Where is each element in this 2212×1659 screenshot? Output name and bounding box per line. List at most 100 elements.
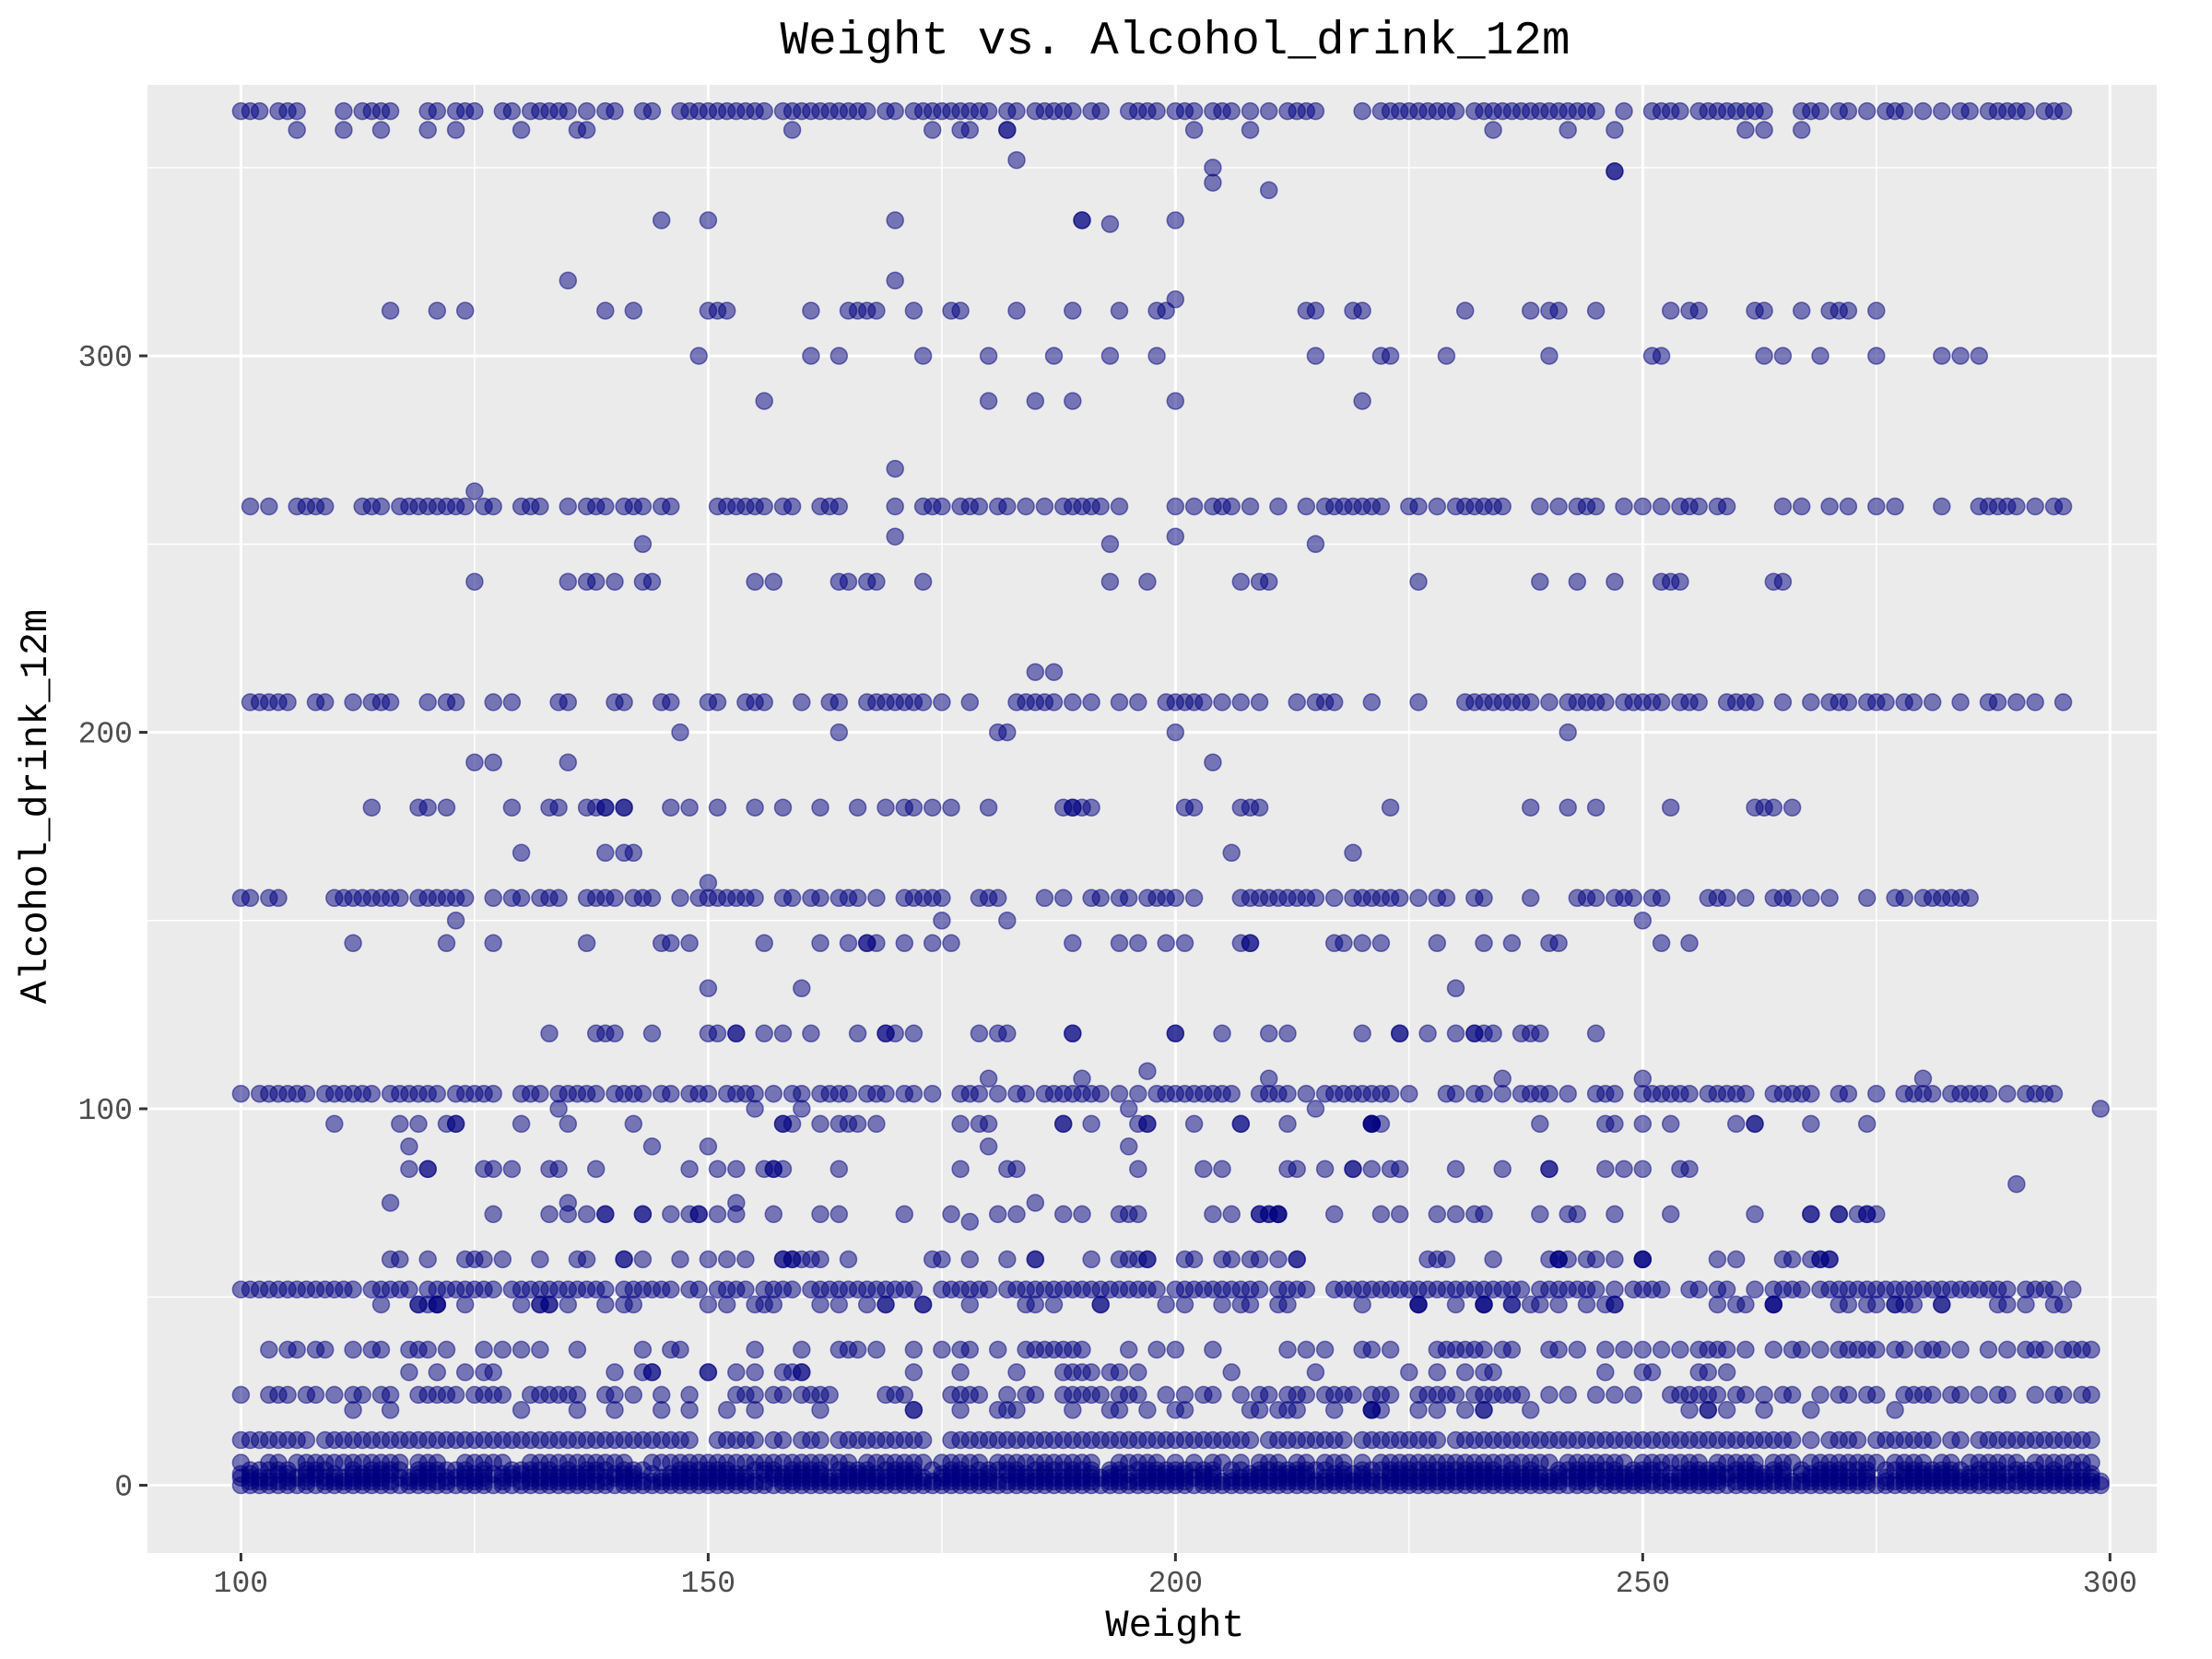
data-point [475, 1340, 493, 1359]
data-point [642, 101, 662, 121]
data-point [596, 301, 615, 320]
data-point [811, 1295, 830, 1314]
data-point [1119, 1137, 1138, 1156]
data-point [493, 1385, 512, 1405]
data-point [502, 693, 522, 712]
data-point [606, 1385, 624, 1405]
data-point [1512, 1280, 1531, 1299]
data-point [1465, 1024, 1484, 1043]
data-point [381, 101, 400, 121]
data-point [1502, 934, 1522, 953]
data-point [586, 1084, 606, 1103]
data-point [344, 1401, 362, 1419]
data-point [344, 1280, 362, 1299]
data-point [830, 497, 849, 516]
data-point [755, 101, 773, 121]
data-point [465, 482, 484, 500]
data-point [1606, 1084, 1624, 1103]
data-point [1708, 1250, 1727, 1269]
data-point [746, 1385, 764, 1405]
data-point [1792, 1340, 1811, 1359]
data-point [1204, 1205, 1222, 1224]
data-point [1231, 1385, 1251, 1405]
data-point [1923, 1430, 1942, 1450]
data-point [1633, 912, 1653, 930]
data-point [1540, 1159, 1559, 1179]
data-point [933, 497, 951, 516]
data-point [1007, 1363, 1026, 1382]
data-point [344, 693, 362, 712]
data-point [764, 1159, 783, 1179]
data-point [418, 121, 437, 139]
data-point [913, 347, 933, 365]
data-point [1755, 101, 1773, 121]
data-point [877, 1084, 895, 1103]
data-point [315, 693, 335, 712]
data-point [680, 1385, 699, 1405]
data-point [680, 1430, 699, 1450]
data-point [2007, 1174, 2026, 1194]
data-point [1586, 301, 1606, 320]
data-point [970, 1385, 989, 1405]
data-point [2026, 497, 2044, 516]
data-point [1381, 1159, 1400, 1179]
data-point [1998, 1084, 2017, 1103]
data-point [1026, 392, 1045, 410]
data-point [1502, 1295, 1522, 1314]
data-point [1726, 1114, 1746, 1134]
data-point [913, 693, 933, 712]
data-point [1297, 1084, 1316, 1103]
data-point [998, 1159, 1017, 1179]
data-point [1596, 693, 1615, 712]
data-point [1998, 1280, 2017, 1299]
data-point [1428, 934, 1447, 953]
data-point [652, 1385, 671, 1405]
data-point [1184, 121, 1204, 139]
data-point [1624, 888, 1642, 908]
data-point [1100, 572, 1120, 591]
data-point [1428, 1430, 1447, 1450]
data-point [951, 1114, 970, 1134]
data-point [1129, 1205, 1147, 1224]
data-point [1586, 1024, 1606, 1043]
data-point [830, 572, 849, 591]
data-point [1166, 527, 1185, 546]
data-point [708, 1159, 727, 1179]
y-tick-label: 200 [78, 718, 133, 752]
data-point [642, 1024, 662, 1043]
data-point [1306, 1100, 1325, 1118]
data-point [1867, 1340, 1886, 1359]
data-point [1259, 101, 1278, 121]
data-point [662, 1084, 680, 1103]
data-point [484, 753, 502, 771]
data-point [1157, 1385, 1175, 1405]
data-point [559, 497, 578, 516]
data-point [671, 723, 689, 742]
data-point [998, 912, 1017, 930]
data-point [241, 497, 260, 516]
data-point [755, 934, 773, 953]
x-tick-label: 300 [2083, 1567, 2137, 1601]
data-point [531, 1250, 549, 1269]
data-point [671, 888, 689, 908]
data-point [793, 1340, 811, 1359]
data-point [782, 121, 802, 139]
data-point [1184, 497, 1204, 516]
data-point [1671, 572, 1689, 591]
data-point [811, 934, 830, 953]
data-point [1064, 1401, 1082, 1419]
data-point [391, 1114, 409, 1134]
data-point [1278, 1401, 1297, 1419]
data-point [1951, 1385, 1970, 1405]
data-point [1044, 663, 1064, 681]
data-point [923, 798, 942, 817]
data-point [933, 888, 951, 908]
data-point [1475, 1340, 1493, 1359]
data-point [1166, 723, 1185, 742]
data-point [1288, 693, 1306, 712]
data-point [1802, 1430, 1820, 1450]
data-point [633, 535, 653, 554]
data-point [773, 1363, 793, 1382]
data-point [1857, 888, 1877, 908]
data-point [1064, 301, 1082, 320]
